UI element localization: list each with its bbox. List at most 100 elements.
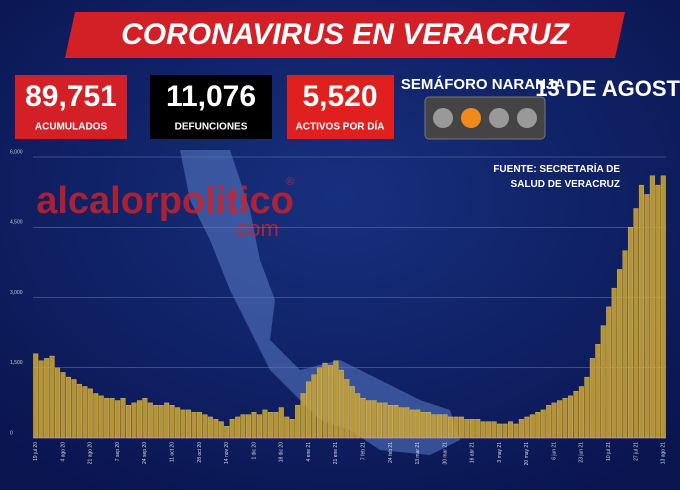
bar	[437, 414, 443, 439]
bar	[617, 269, 623, 439]
bar	[398, 407, 404, 439]
date: 13 DE AGOSTO	[535, 76, 680, 101]
source-box: FUENTE: SECRETARÍA DE SALUD DE VERACRUZ	[493, 164, 620, 190]
bar	[300, 393, 306, 439]
bar	[458, 416, 464, 439]
semaforo-label: SEMÁFORO NARANJA	[401, 76, 565, 93]
bar	[507, 421, 513, 439]
bar	[44, 358, 50, 439]
watermark-mark: ®	[286, 176, 294, 188]
bar	[49, 355, 55, 439]
bar	[55, 367, 61, 439]
title-banner	[65, 12, 625, 58]
bar	[295, 405, 301, 439]
bar	[306, 381, 312, 439]
x-tick-label: 16 abr 21	[470, 442, 476, 463]
bar	[442, 414, 448, 439]
bar	[267, 412, 273, 439]
bar	[316, 367, 322, 439]
bar	[518, 419, 524, 439]
bar	[235, 416, 241, 439]
bar	[87, 388, 93, 439]
bar	[628, 227, 634, 439]
bar	[164, 402, 170, 439]
bar	[65, 376, 71, 439]
bar	[638, 184, 644, 439]
bar	[229, 419, 235, 439]
bar	[126, 405, 131, 439]
bar	[344, 379, 350, 439]
bar	[535, 412, 541, 439]
x-tick-label: 1 dic 20	[251, 442, 257, 460]
stat-number: 5,520	[302, 80, 377, 113]
bar	[207, 416, 213, 439]
bar	[497, 423, 503, 439]
bar	[502, 423, 508, 439]
bar	[153, 405, 159, 439]
bar	[649, 175, 655, 439]
x-tick-label: 24 feb 21	[388, 442, 394, 463]
bar	[431, 414, 437, 439]
x-tick-label: 4 ago 20	[60, 442, 66, 462]
bar	[529, 414, 535, 439]
x-tick-label: 21 ene 21	[333, 442, 339, 464]
bar	[475, 419, 481, 439]
bar	[584, 376, 590, 439]
light	[433, 108, 453, 128]
bar	[660, 175, 666, 439]
bar	[109, 397, 115, 439]
bar	[33, 353, 39, 439]
x-tick-label: 7 sep 20	[115, 442, 121, 461]
bar	[186, 409, 192, 439]
bar	[333, 360, 339, 439]
bar	[453, 416, 459, 439]
stat-label: ACTIVOS POR DÍA	[296, 120, 385, 133]
bar	[196, 412, 202, 439]
y-tick-label: 0	[10, 430, 13, 436]
y-tick-label: 1,500	[10, 360, 23, 366]
watermark: alcalorpolitico	[36, 180, 294, 222]
x-tick-label: 19 jul 20	[33, 442, 39, 461]
bar	[104, 397, 110, 439]
bar	[262, 409, 268, 439]
bar	[606, 306, 612, 439]
source: FUENTE: SECRETARÍA DE SALUD DE VERACRUZ	[493, 164, 620, 190]
x-tick-label: 28 oct 20	[197, 442, 203, 463]
bar	[256, 414, 262, 439]
bar	[480, 421, 486, 439]
stat-number: 89,751	[25, 80, 117, 113]
x-tick-label: 4 ene 21	[306, 442, 312, 462]
bar	[218, 421, 224, 439]
bar	[573, 390, 579, 439]
bar	[289, 419, 295, 439]
bar	[426, 412, 432, 439]
bar	[82, 386, 88, 439]
bar	[578, 386, 584, 439]
bar	[322, 362, 328, 439]
bar	[600, 325, 606, 439]
bar	[371, 400, 377, 439]
x-tick-label: 30 mar 21	[442, 442, 448, 465]
x-tick-label: 6 jun 21	[551, 442, 557, 460]
bar	[491, 421, 497, 439]
bar	[611, 287, 617, 439]
bar	[360, 397, 366, 439]
bar	[464, 419, 470, 439]
bar	[595, 344, 601, 439]
bar	[115, 400, 121, 439]
bar	[338, 369, 344, 439]
bar	[136, 400, 142, 439]
x-tick-label: 10 jul 21	[606, 442, 612, 461]
bar	[180, 409, 186, 439]
x-tick-label: 21 ago 20	[88, 442, 94, 464]
bar	[191, 412, 197, 439]
bar	[562, 397, 568, 439]
x-tick-label: 11 oct 20	[169, 442, 175, 462]
bar	[447, 416, 453, 439]
stat-box	[15, 75, 127, 139]
bar	[142, 397, 148, 439]
watermark-sub: .com	[231, 216, 279, 241]
bar	[393, 405, 399, 439]
